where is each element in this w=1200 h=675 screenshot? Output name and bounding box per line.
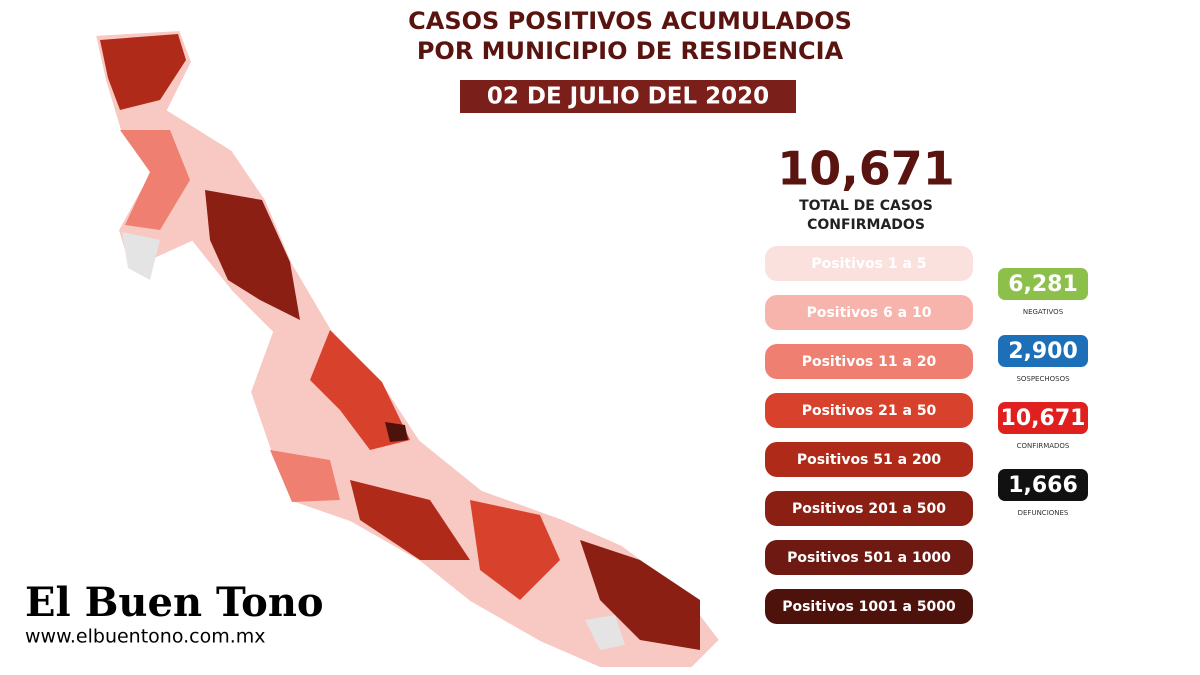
legend-label: Positivos 6 a 10 <box>807 305 932 321</box>
legend-label: Positivos 11 a 20 <box>802 354 937 370</box>
total-value: 10,671 <box>777 142 955 196</box>
stat-value: 1,666 <box>1008 473 1078 498</box>
region <box>470 500 560 600</box>
legend-swatch <box>765 491 973 526</box>
stat-box <box>998 268 1088 300</box>
total-label: TOTAL DE CASOS <box>799 198 933 214</box>
stat-box <box>998 469 1088 501</box>
region <box>205 190 300 320</box>
title-line: POR MUNICIPIO DE RESIDENCIA <box>417 37 844 65</box>
legend-label: Positivos 21 a 50 <box>802 403 937 419</box>
region <box>100 34 186 110</box>
date-box <box>460 80 796 113</box>
legend-swatch <box>765 442 973 477</box>
legend-label: Positivos 1001 a 5000 <box>782 599 956 615</box>
stat-label: DEFUNCIONES <box>1018 509 1069 517</box>
region <box>580 540 700 650</box>
total-label: CONFIRMADOS <box>807 217 925 233</box>
brand-name: El Buen Tono <box>25 579 324 626</box>
brand-url: www.elbuentono.com.mx <box>25 626 266 648</box>
region <box>270 450 340 502</box>
region <box>122 232 160 280</box>
legend-swatch <box>765 393 973 428</box>
stat-box <box>998 402 1088 434</box>
legend-label: Positivos 201 a 500 <box>792 501 946 517</box>
legend-label: Positivos 1 a 5 <box>811 256 926 272</box>
stat-label: CONFIRMADOS <box>1017 442 1070 450</box>
map <box>93 28 722 669</box>
stat-box <box>998 335 1088 367</box>
legend-label: Positivos 51 a 200 <box>797 452 942 468</box>
stat-value: 10,671 <box>1001 406 1086 431</box>
title-line: CASOS POSITIVOS ACUMULADOS <box>408 7 852 35</box>
stat-value: 2,900 <box>1008 339 1078 364</box>
region <box>310 330 410 450</box>
legend-swatch <box>765 344 973 379</box>
date: 02 DE JULIO DEL 2020 <box>487 84 769 110</box>
region <box>585 615 625 650</box>
region <box>385 422 408 442</box>
stat-label: NEGATIVOS <box>1023 308 1064 316</box>
stat-value: 6,281 <box>1008 272 1078 297</box>
region <box>350 480 470 560</box>
legend-swatch <box>765 589 973 624</box>
legend-swatch <box>765 540 973 575</box>
region <box>120 130 190 230</box>
stat-label: SOSPECHOSOS <box>1016 375 1070 383</box>
legend-swatch <box>765 295 973 330</box>
legend-swatch <box>765 246 973 281</box>
legend-label: Positivos 501 a 1000 <box>787 550 951 566</box>
